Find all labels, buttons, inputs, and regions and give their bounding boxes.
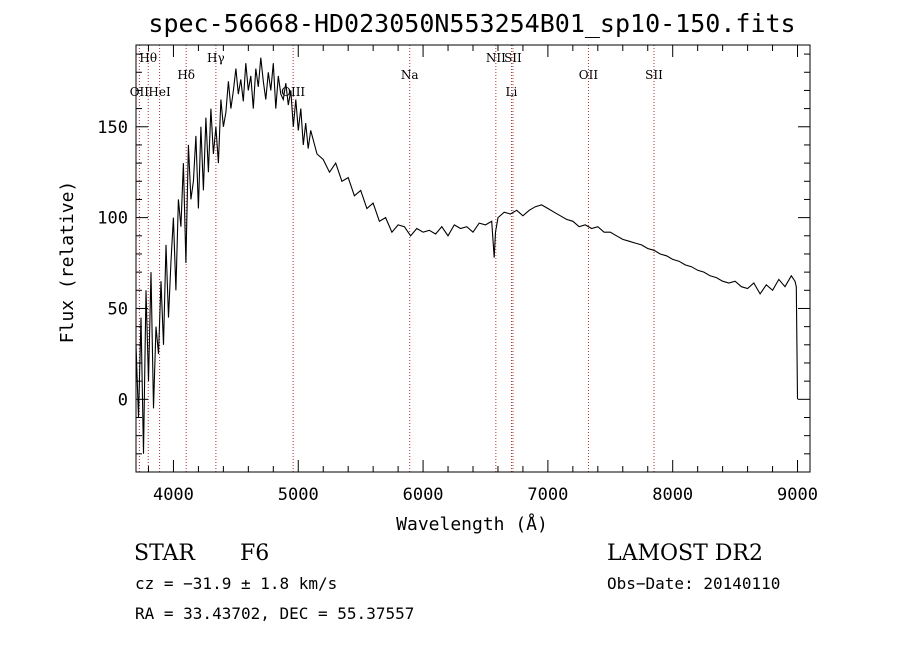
y-tick-label: 150 bbox=[97, 118, 128, 138]
star-subclass: F6 bbox=[240, 541, 269, 566]
spectral-line-label: NII bbox=[486, 51, 506, 65]
spectral-line-label: Hγ bbox=[207, 51, 225, 65]
spectral-line-label: HeI bbox=[148, 85, 171, 99]
x-tick-label: 4000 bbox=[153, 485, 194, 505]
spectral-line-label: SII bbox=[504, 51, 522, 65]
y-tick-label: 0 bbox=[118, 390, 128, 410]
spectral-line-label: SII bbox=[645, 68, 663, 82]
x-tick-label: 7000 bbox=[527, 485, 568, 505]
star-class: STAR bbox=[134, 541, 196, 566]
axis-tick-labels: 4000 5000 6000 7000 8000 9000 0 50 100 150 bbox=[97, 118, 818, 505]
y-tick-label: 100 bbox=[97, 209, 128, 229]
spectral-line-label: Li bbox=[506, 85, 518, 99]
survey-name: LAMOST DR2 bbox=[607, 541, 763, 566]
obs-date: Obs−Date: 20140110 bbox=[607, 574, 780, 593]
spectral-line-label: OII bbox=[579, 68, 599, 82]
y-tick-label: 50 bbox=[108, 299, 128, 319]
spectrum-line bbox=[135, 57, 799, 454]
redshift-cz: cz = −31.9 ± 1.8 km/s bbox=[135, 574, 337, 593]
x-tick-label: 8000 bbox=[652, 485, 693, 505]
x-tick-label: 9000 bbox=[777, 485, 818, 505]
spectral-line-label: OII bbox=[130, 85, 150, 99]
axis-ticks bbox=[136, 45, 810, 472]
chart-title: spec-56668-HD023050N553254B01_sp10-150.f… bbox=[148, 9, 795, 38]
spectral-line-label: Hθ bbox=[139, 51, 157, 65]
y-axis-label: Flux (relative) bbox=[57, 181, 78, 344]
spectral-line-label: Hδ bbox=[177, 68, 195, 82]
spectral-line-label: Na bbox=[401, 68, 419, 82]
x-tick-label: 5000 bbox=[278, 485, 319, 505]
coordinates: RA = 33.43702, DEC = 55.37557 bbox=[135, 604, 414, 623]
x-axis-label: Wavelength (Å) bbox=[396, 513, 548, 535]
plot-frame bbox=[135, 44, 811, 473]
x-tick-label: 6000 bbox=[403, 485, 444, 505]
